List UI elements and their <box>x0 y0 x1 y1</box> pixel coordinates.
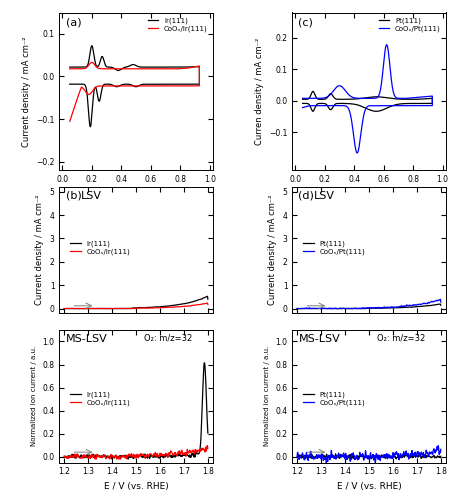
X-axis label: E / V (vs. RHE): E / V (vs. RHE) <box>336 482 401 491</box>
X-axis label: E / V (vs. RHE): E / V (vs. RHE) <box>336 190 401 198</box>
Text: (d): (d) <box>298 191 314 201</box>
Text: O₂: m/z=32: O₂: m/z=32 <box>377 334 425 343</box>
X-axis label: E / V (vs. RHE): E / V (vs. RHE) <box>104 190 169 198</box>
Legend: Pt(111), CoOₓ/Pt(111): Pt(111), CoOₓ/Pt(111) <box>302 390 367 407</box>
Y-axis label: Normalized ion current / a.u.: Normalized ion current / a.u. <box>264 346 270 446</box>
Text: (a): (a) <box>65 17 81 27</box>
Y-axis label: Curren density / mA cm⁻²: Curren density / mA cm⁻² <box>255 38 264 145</box>
Text: (b): (b) <box>65 191 81 201</box>
Legend: Pt(111), CoOₓ/Pt(111): Pt(111), CoOₓ/Pt(111) <box>377 16 442 33</box>
Text: MS-LSV: MS-LSV <box>298 334 340 344</box>
Legend: Ir(111), CoOₓ/Ir(111): Ir(111), CoOₓ/Ir(111) <box>69 390 132 407</box>
Legend: Ir(111), CoOₓ/Ir(111): Ir(111), CoOₓ/Ir(111) <box>147 16 209 33</box>
Legend: Pt(111), CoOₓ/Pt(111): Pt(111), CoOₓ/Pt(111) <box>302 239 367 256</box>
X-axis label: E / V (vs. RHE): E / V (vs. RHE) <box>104 482 169 491</box>
Text: O₂: m/z=32: O₂: m/z=32 <box>143 334 192 343</box>
Y-axis label: Current density / mA cm⁻²: Current density / mA cm⁻² <box>268 195 277 306</box>
Text: LSV: LSV <box>81 191 102 201</box>
Y-axis label: Current density / mA cm⁻²: Current density / mA cm⁻² <box>21 36 31 146</box>
Text: (c): (c) <box>298 17 314 27</box>
Legend: Ir(111), CoOₓ/Ir(111): Ir(111), CoOₓ/Ir(111) <box>69 239 132 256</box>
Y-axis label: Normalized ion current / a.u.: Normalized ion current / a.u. <box>31 346 37 446</box>
Text: MS-LSV: MS-LSV <box>65 334 107 344</box>
Text: LSV: LSV <box>314 191 335 201</box>
Y-axis label: Current density / mA cm⁻²: Current density / mA cm⁻² <box>35 195 44 306</box>
